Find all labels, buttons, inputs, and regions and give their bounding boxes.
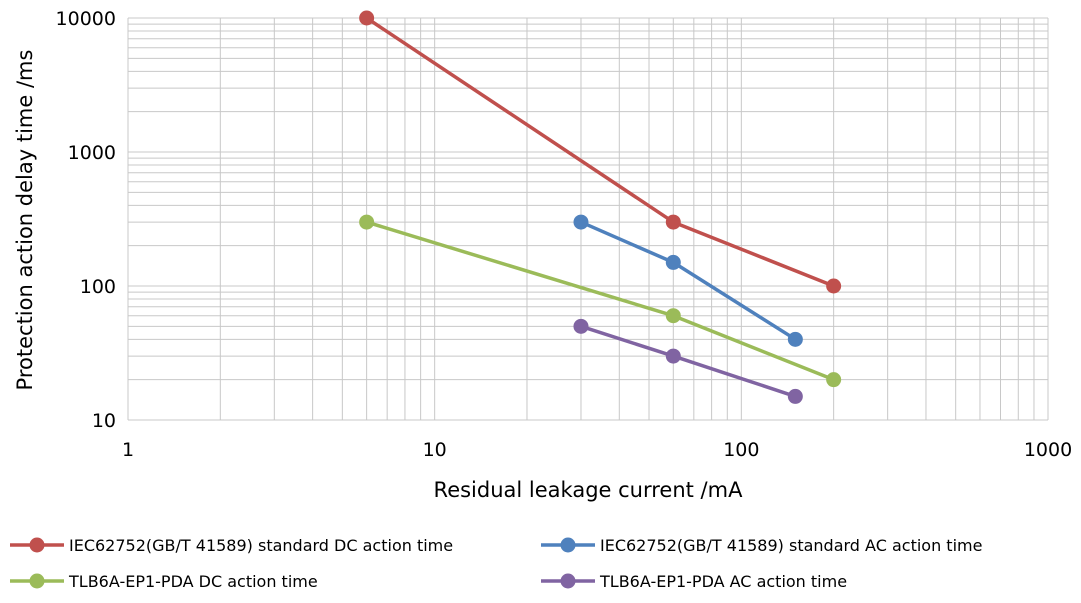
series-3 <box>359 214 842 388</box>
series-line <box>580 324 796 399</box>
data-point <box>665 308 681 324</box>
legend-label: IEC62752(GB/T 41589) standard DC action … <box>69 536 453 555</box>
legend-marker <box>29 573 45 589</box>
series-lines <box>359 10 842 404</box>
data-point <box>826 278 842 294</box>
y-tick-label: 10 <box>92 410 116 432</box>
x-tick-label: 100 <box>723 439 759 461</box>
x-tick-label: 10 <box>423 439 447 461</box>
legend-item: IEC62752(GB/T 41589) standard AC action … <box>541 536 982 555</box>
data-point <box>826 372 842 388</box>
x-tick-label: 1000 <box>1024 439 1072 461</box>
data-point <box>573 318 589 334</box>
legend: IEC62752(GB/T 41589) standard DC action … <box>10 536 982 591</box>
series-2 <box>573 214 803 347</box>
data-point <box>359 10 375 26</box>
legend-marker <box>29 537 45 553</box>
y-tick-label: 100 <box>80 276 116 298</box>
legend-item: TLB6A-EP1-PDA AC action time <box>541 572 847 591</box>
data-point <box>665 348 681 364</box>
data-point <box>787 388 803 404</box>
legend-label: TLB6A-EP1-PDA DC action time <box>68 572 318 591</box>
data-point <box>359 214 375 230</box>
x-axis-label: Residual leakage current /mA <box>434 478 744 502</box>
data-point <box>573 214 589 230</box>
data-point <box>787 331 803 347</box>
series-4 <box>573 318 803 404</box>
y-axis-label: Protection action delay time /ms <box>13 50 37 391</box>
legend-label: TLB6A-EP1-PDA AC action time <box>599 572 847 591</box>
series-1 <box>359 10 842 294</box>
legend-label: IEC62752(GB/T 41589) standard AC action … <box>600 536 982 555</box>
legend-marker <box>560 573 576 589</box>
data-point <box>665 214 681 230</box>
y-tick-label: 1000 <box>68 142 116 164</box>
data-point <box>665 254 681 270</box>
x-tick-label: 1 <box>122 439 134 461</box>
y-tick-label: 10000 <box>56 8 116 30</box>
grid-lines <box>127 17 1049 421</box>
legend-item: TLB6A-EP1-PDA DC action time <box>10 572 318 591</box>
legend-marker <box>560 537 576 553</box>
tick-labels: 1 10 100 1000 10 100 1000 10000 <box>56 8 1073 461</box>
legend-item: IEC62752(GB/T 41589) standard DC action … <box>10 536 453 555</box>
